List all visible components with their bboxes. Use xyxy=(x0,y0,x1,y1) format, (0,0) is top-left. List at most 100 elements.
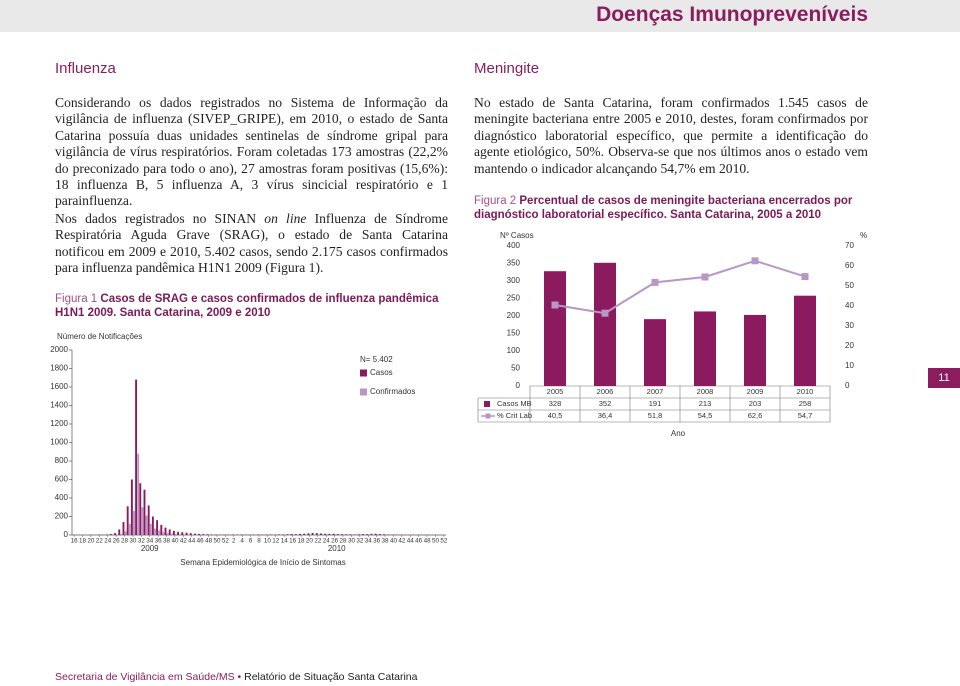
line-marker xyxy=(801,273,809,281)
bar xyxy=(349,534,352,535)
text: Nos dados registrados no SINAN xyxy=(55,211,265,226)
bar xyxy=(143,489,146,535)
figure-label: Figura 1 xyxy=(55,293,98,305)
x-axis-title: Semana Epidemiológica de Início de Sinto… xyxy=(180,558,345,567)
x-tick-label: 36 xyxy=(373,538,381,545)
y-tick-label: 250 xyxy=(507,294,521,303)
figure-title: Casos de SRAG e casos confirmados de inf… xyxy=(55,293,439,319)
bar xyxy=(345,534,348,535)
x-tick-label: 18 xyxy=(79,538,87,545)
legend-swatch xyxy=(360,369,367,377)
bar xyxy=(357,534,360,535)
bar xyxy=(175,534,177,535)
x-tick-label: 2 xyxy=(232,538,236,545)
section-heading: Influenza xyxy=(55,60,116,77)
line-marker xyxy=(601,309,609,317)
bar xyxy=(366,534,369,535)
bar xyxy=(147,505,150,535)
x-tick-label: 2007 xyxy=(647,387,664,396)
bar xyxy=(299,533,301,535)
bar xyxy=(332,533,335,535)
x-tick-label: 24 xyxy=(323,538,331,545)
y-tick-label: 400 xyxy=(507,241,521,250)
y2-tick-label: 10 xyxy=(845,361,854,370)
bar xyxy=(282,534,285,535)
bar xyxy=(126,506,129,535)
x-tick-label: 32 xyxy=(356,538,364,545)
bar xyxy=(154,528,156,535)
table-value: 191 xyxy=(649,399,662,408)
y-tick-label: 200 xyxy=(55,512,69,521)
table-value: 54,7 xyxy=(798,411,813,420)
bar xyxy=(183,534,186,535)
bar xyxy=(133,510,135,535)
bar xyxy=(170,533,173,535)
bar xyxy=(181,532,184,535)
x-tick-label: 42 xyxy=(398,538,406,545)
x-tick-label: 50 xyxy=(432,538,440,545)
x-tick-label: 18 xyxy=(298,538,306,545)
x-tick-label: 34 xyxy=(146,538,154,545)
x-group-label: 2009 xyxy=(141,544,159,553)
page-number: 11 xyxy=(938,372,949,384)
bar xyxy=(328,533,331,535)
figure-label: Figura 2 xyxy=(474,195,517,207)
bar xyxy=(206,534,209,535)
bar xyxy=(160,524,163,535)
bar xyxy=(105,534,108,535)
bar xyxy=(362,534,364,535)
table-value: 203 xyxy=(749,399,762,408)
x-tick-label: 46 xyxy=(415,538,423,545)
bar xyxy=(185,532,188,535)
bar xyxy=(189,533,192,535)
footer: Secretaria de Vigilância em Saúde/MS • R… xyxy=(55,671,417,683)
bar xyxy=(145,515,148,535)
bar xyxy=(202,534,205,535)
bar xyxy=(307,533,310,535)
bar xyxy=(168,529,171,535)
bar xyxy=(162,532,165,535)
footer-text: Santa Catarina xyxy=(347,671,418,683)
x-tick-label: 14 xyxy=(281,538,289,545)
x-tick-label: 52 xyxy=(222,538,230,545)
figure-title: Percentual de casos de meningite bacteri… xyxy=(474,195,853,221)
legend-label: Casos xyxy=(370,368,393,377)
footer-text: Secretaria de Vigilância em Saúde/MS xyxy=(55,671,235,683)
paragraph: No estado de Santa Catarina, foram confi… xyxy=(474,95,868,176)
x-tick-label: 22 xyxy=(314,538,322,545)
y-tick-label: 2000 xyxy=(50,345,68,354)
paragraph: Considerando os dados registrados no Sis… xyxy=(55,95,448,209)
line xyxy=(554,259,806,315)
y2-tick-label: 60 xyxy=(845,261,854,270)
x-tick-label: 8 xyxy=(257,538,261,545)
x-tick-label: 16 xyxy=(289,538,297,545)
y-tick-label: 400 xyxy=(55,493,69,502)
bar xyxy=(120,534,123,535)
section-heading: Meningite xyxy=(474,60,540,77)
bar xyxy=(158,530,161,535)
x-tick-label: 12 xyxy=(272,538,280,545)
bar xyxy=(694,311,716,386)
x-tick-label: 2010 xyxy=(797,387,814,396)
x-tick-label: 26 xyxy=(113,538,121,545)
bar xyxy=(139,483,142,535)
bar xyxy=(210,534,213,535)
bar xyxy=(114,533,117,535)
text: Influenza de Síndrome Respiratória Aguda… xyxy=(55,211,448,276)
annotation: N= 5.402 xyxy=(360,355,393,364)
x-tick-label: 30 xyxy=(129,538,137,545)
y2-axis-label: % xyxy=(860,231,867,240)
bar xyxy=(374,533,377,535)
text-italic: on line xyxy=(264,211,307,226)
x-axis-title: Ano xyxy=(671,429,686,438)
y-tick-label: 300 xyxy=(507,276,521,285)
bar xyxy=(387,534,390,535)
x-tick-label: 2006 xyxy=(597,387,614,396)
x-tick-label: 2009 xyxy=(747,387,764,396)
y-axis-label: Número de Notificações xyxy=(57,332,142,341)
bar xyxy=(141,507,144,535)
legend-swatch xyxy=(484,401,490,407)
y-tick-label: 100 xyxy=(507,346,521,355)
